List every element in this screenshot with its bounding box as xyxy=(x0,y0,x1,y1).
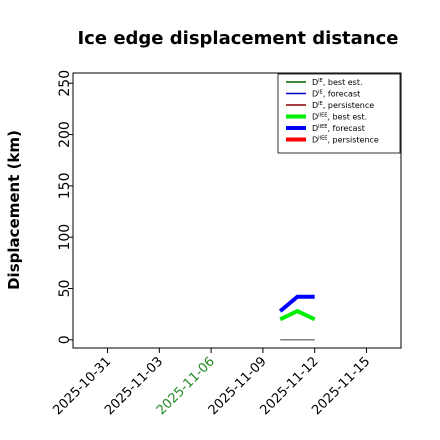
y-axis-label: Displacement (km) xyxy=(5,130,23,290)
y-tick-label: 100 xyxy=(57,224,73,251)
y-tick-label: 250 xyxy=(57,70,73,97)
series-line-diiee_forecast xyxy=(278,294,315,313)
x-axis: 2025-10-312025-11-032025-11-062025-11-09… xyxy=(50,348,373,418)
y-tick-label: 0 xyxy=(57,335,73,344)
series-lines xyxy=(278,294,316,341)
y-tick-label: 150 xyxy=(57,173,73,200)
legend-label-diiee_forecast: DIIEE, forecast xyxy=(312,124,365,133)
series-line-diiee_best xyxy=(279,308,316,322)
legend: DIE, best est. DIE, forecast DIE, persiste… xyxy=(277,73,401,154)
plot-frame xyxy=(72,72,402,349)
legend-label-de_forecast: DIE, forecast xyxy=(312,90,360,99)
legend-label-de_persist: DIE, persistence xyxy=(312,101,374,110)
legend-label-diiee_persist: DIIEE, persistence xyxy=(312,136,379,145)
y-tick-label: 200 xyxy=(57,121,73,148)
y-axis: 0 50 100 150 200 250 xyxy=(57,70,73,344)
legend-label-diiee_best: DIIEE, best est. xyxy=(312,113,367,122)
chart-title: Ice edge displacement distance xyxy=(77,28,398,49)
legend-label-de_best: DIE, best est. xyxy=(312,78,363,87)
y-tick-label: 50 xyxy=(57,280,73,298)
